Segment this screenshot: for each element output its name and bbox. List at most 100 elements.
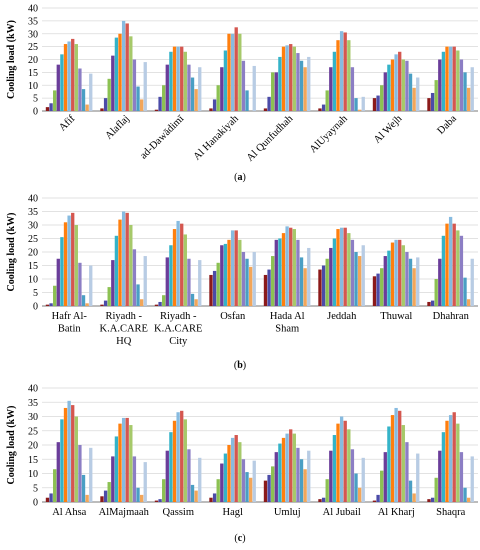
- x-tick-label: AlUyaynah: [308, 113, 351, 156]
- bar: [267, 96, 271, 111]
- y-tick-label: 10: [28, 81, 38, 92]
- bar: [248, 266, 253, 306]
- y-tick-label: 30: [28, 29, 38, 40]
- bar: [85, 104, 89, 111]
- bar: [318, 499, 322, 502]
- bar: [107, 287, 111, 306]
- bar: [398, 239, 402, 306]
- bar: [332, 435, 337, 502]
- bar: [394, 239, 398, 306]
- bar: [209, 274, 213, 306]
- bar: [85, 303, 89, 306]
- bar: [252, 252, 256, 306]
- bar: [405, 60, 409, 111]
- bar: [430, 300, 435, 306]
- bar: [271, 72, 275, 112]
- bar: [350, 449, 355, 502]
- y-tick-label: 5: [33, 483, 38, 494]
- y-tick-label: 25: [28, 42, 38, 53]
- bar: [434, 477, 438, 502]
- bar: [459, 59, 464, 111]
- x-tick-label: Al Hanakiyah: [192, 113, 242, 163]
- bar: [466, 299, 471, 306]
- bar: [139, 299, 144, 306]
- bar: [448, 415, 453, 502]
- bar: [81, 89, 86, 111]
- bar: [252, 65, 256, 111]
- bar: [71, 38, 75, 111]
- bar: [278, 443, 282, 502]
- bar: [198, 67, 202, 111]
- bar: [125, 417, 129, 502]
- bar: [466, 497, 471, 502]
- bar: [238, 442, 242, 502]
- bar: [325, 479, 329, 502]
- x-tick-label: Osfan: [220, 311, 246, 322]
- bar: [78, 262, 82, 306]
- bar: [445, 46, 449, 112]
- bar: [227, 239, 231, 306]
- bar: [209, 497, 213, 502]
- x-tick-label: ad-Dawādimī: [138, 113, 187, 162]
- bar: [448, 216, 453, 306]
- bar: [401, 245, 405, 306]
- bar: [357, 109, 362, 111]
- bar: [241, 459, 246, 502]
- bar: [190, 77, 195, 111]
- bar: [416, 453, 420, 502]
- bar: [372, 276, 377, 306]
- bar: [212, 99, 217, 111]
- x-tick-label: Al Kharj: [378, 507, 415, 518]
- bar: [49, 303, 53, 306]
- bar: [383, 452, 387, 503]
- bar: [180, 46, 184, 112]
- bar: [307, 56, 311, 111]
- bar: [100, 108, 104, 111]
- bar: [71, 405, 75, 502]
- bar: [227, 445, 231, 502]
- bar: [158, 96, 162, 111]
- bar: [336, 40, 340, 111]
- bar: [321, 497, 326, 502]
- bar: [387, 64, 391, 111]
- panel-label-a: (a): [234, 172, 246, 183]
- bar: [376, 494, 380, 503]
- bar: [390, 242, 395, 306]
- y-tick-label: 20: [28, 248, 38, 259]
- bar: [438, 59, 442, 111]
- bar: [296, 447, 300, 502]
- bar: [180, 410, 184, 502]
- y-tick-label: 0: [33, 498, 38, 509]
- bar: [198, 457, 202, 502]
- bar: [63, 44, 68, 111]
- bar: [339, 416, 344, 502]
- bar: [49, 493, 53, 502]
- bar: [220, 67, 224, 111]
- bar: [67, 41, 71, 111]
- bar: [129, 36, 133, 111]
- bar: [45, 107, 50, 111]
- bar: [190, 293, 195, 306]
- bar: [121, 20, 126, 112]
- bar: [176, 412, 180, 502]
- bar: [67, 400, 71, 502]
- bar: [292, 229, 296, 306]
- bar: [303, 67, 307, 111]
- bar: [347, 429, 351, 502]
- bar: [281, 46, 286, 112]
- bar: [56, 442, 60, 502]
- bar: [63, 407, 68, 502]
- bar: [60, 419, 64, 502]
- bar: [361, 96, 365, 111]
- y-tick-label: 40: [28, 194, 38, 205]
- panel-label-b: (b): [233, 360, 247, 371]
- x-tick-label: Thuwal: [380, 311, 412, 322]
- bar: [274, 72, 278, 112]
- bar: [357, 256, 362, 306]
- bar: [111, 456, 115, 502]
- panel-label-c: (c): [234, 533, 246, 544]
- bar: [230, 33, 235, 111]
- bar: [89, 73, 93, 111]
- x-tick-label: Al Wejh: [372, 113, 405, 146]
